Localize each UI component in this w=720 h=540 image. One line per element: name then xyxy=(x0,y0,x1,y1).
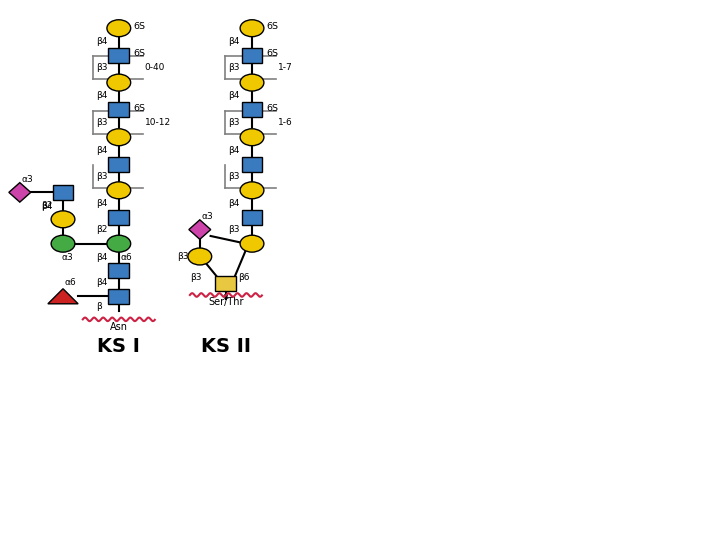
Circle shape xyxy=(107,74,131,91)
Text: 0-40: 0-40 xyxy=(145,63,165,72)
Text: α3: α3 xyxy=(61,253,73,261)
Text: Ser/Thr: Ser/Thr xyxy=(208,297,243,307)
Text: β4: β4 xyxy=(96,279,108,287)
Text: β3: β3 xyxy=(177,252,189,261)
Text: sialic acids: sialic acids xyxy=(446,293,514,306)
Text: β3: β3 xyxy=(96,172,108,181)
Circle shape xyxy=(107,20,131,37)
Text: -acetyllactosamine: -acetyllactosamine xyxy=(422,75,541,88)
Text: acetylglucosamine units.: acetylglucosamine units. xyxy=(374,403,531,416)
Circle shape xyxy=(51,235,75,252)
Text: residues. The actual order of the: residues. The actual order of the xyxy=(374,148,580,161)
Text: various sulfated and nonsulfated: various sulfated and nonsulfated xyxy=(374,184,580,197)
Text: Keratan sulfates: Keratan sulfates xyxy=(374,38,476,51)
Text: β4: β4 xyxy=(229,91,240,100)
Text: 6S: 6S xyxy=(133,23,145,31)
Text: randomly along the chain. Not: randomly along the chain. Not xyxy=(374,257,565,270)
Text: β6: β6 xyxy=(238,273,250,282)
FancyBboxPatch shape xyxy=(108,103,130,117)
FancyBboxPatch shape xyxy=(108,48,130,63)
Text: β3: β3 xyxy=(229,172,240,181)
Text: 1-7: 1-7 xyxy=(278,63,292,72)
Text: 6S: 6S xyxy=(133,49,145,58)
Text: β3: β3 xyxy=(190,273,202,282)
Circle shape xyxy=(51,211,75,228)
Text: β: β xyxy=(96,301,102,310)
Text: α: α xyxy=(223,292,229,301)
Polygon shape xyxy=(189,220,211,239)
Text: β4: β4 xyxy=(96,253,108,261)
Text: shown are: shown are xyxy=(374,293,443,306)
Circle shape xyxy=(240,182,264,199)
Text: 1-6: 1-6 xyxy=(278,118,292,126)
Text: β3: β3 xyxy=(96,63,108,72)
Polygon shape xyxy=(48,289,78,304)
Circle shape xyxy=(188,248,212,265)
Text: α6: α6 xyxy=(121,253,132,261)
Text: KS I: KS I xyxy=(97,337,140,356)
Circle shape xyxy=(240,20,264,37)
Text: α3: α3 xyxy=(22,174,33,184)
Circle shape xyxy=(107,182,131,199)
Text: N: N xyxy=(603,366,613,379)
Text: disaccharides occurs somewhat: disaccharides occurs somewhat xyxy=(374,221,575,234)
FancyBboxPatch shape xyxy=(108,157,130,172)
Text: β4: β4 xyxy=(229,199,240,208)
FancyBboxPatch shape xyxy=(108,263,130,278)
Text: β4: β4 xyxy=(40,202,52,211)
Text: poly-: poly- xyxy=(374,75,405,88)
Text: 6S: 6S xyxy=(266,104,279,113)
Text: β2: β2 xyxy=(40,201,52,211)
Text: N: N xyxy=(409,75,418,88)
Text: β4: β4 xyxy=(229,37,240,46)
Text: β3: β3 xyxy=(96,118,108,126)
Circle shape xyxy=(107,235,131,252)
Circle shape xyxy=(107,129,131,146)
Text: β2: β2 xyxy=(96,225,108,234)
Text: -: - xyxy=(618,366,622,379)
Text: α3: α3 xyxy=(202,212,213,221)
Text: β4: β4 xyxy=(96,37,108,46)
Text: 6S: 6S xyxy=(266,23,279,31)
Text: KS II: KS II xyxy=(201,337,251,356)
FancyBboxPatch shape xyxy=(53,185,73,200)
FancyBboxPatch shape xyxy=(242,157,262,172)
Circle shape xyxy=(240,129,264,146)
Text: and fucose residues attached to: and fucose residues attached to xyxy=(374,366,580,379)
Text: β3: β3 xyxy=(229,225,240,234)
Text: β4: β4 xyxy=(96,199,108,208)
Text: β4: β4 xyxy=(96,91,108,100)
Text: contain a sulfated: contain a sulfated xyxy=(496,38,613,51)
Text: β4: β4 xyxy=(229,146,240,155)
FancyBboxPatch shape xyxy=(242,103,262,117)
Polygon shape xyxy=(9,183,31,202)
FancyBboxPatch shape xyxy=(215,276,236,291)
Text: present at the termini of the chains: present at the termini of the chains xyxy=(374,330,597,343)
FancyBboxPatch shape xyxy=(242,210,262,225)
Text: β4: β4 xyxy=(96,146,108,155)
Text: Asn: Asn xyxy=(109,321,128,332)
Text: α6: α6 xyxy=(65,278,76,287)
FancyBboxPatch shape xyxy=(242,48,262,63)
Text: linked to either Asn or Ser/Thr: linked to either Asn or Ser/Thr xyxy=(374,111,562,124)
Text: β3: β3 xyxy=(229,118,240,126)
FancyBboxPatch shape xyxy=(108,210,130,225)
Circle shape xyxy=(240,235,264,252)
FancyBboxPatch shape xyxy=(108,289,130,303)
Text: 10-12: 10-12 xyxy=(145,118,171,126)
Text: β3: β3 xyxy=(229,63,240,72)
Text: Keratan sulfates: Keratan sulfates xyxy=(374,38,476,51)
Text: 6S: 6S xyxy=(266,49,279,58)
Circle shape xyxy=(240,74,264,91)
Text: that may be: that may be xyxy=(534,293,615,306)
Text: chain: chain xyxy=(630,75,668,88)
Text: 6S: 6S xyxy=(133,104,145,113)
